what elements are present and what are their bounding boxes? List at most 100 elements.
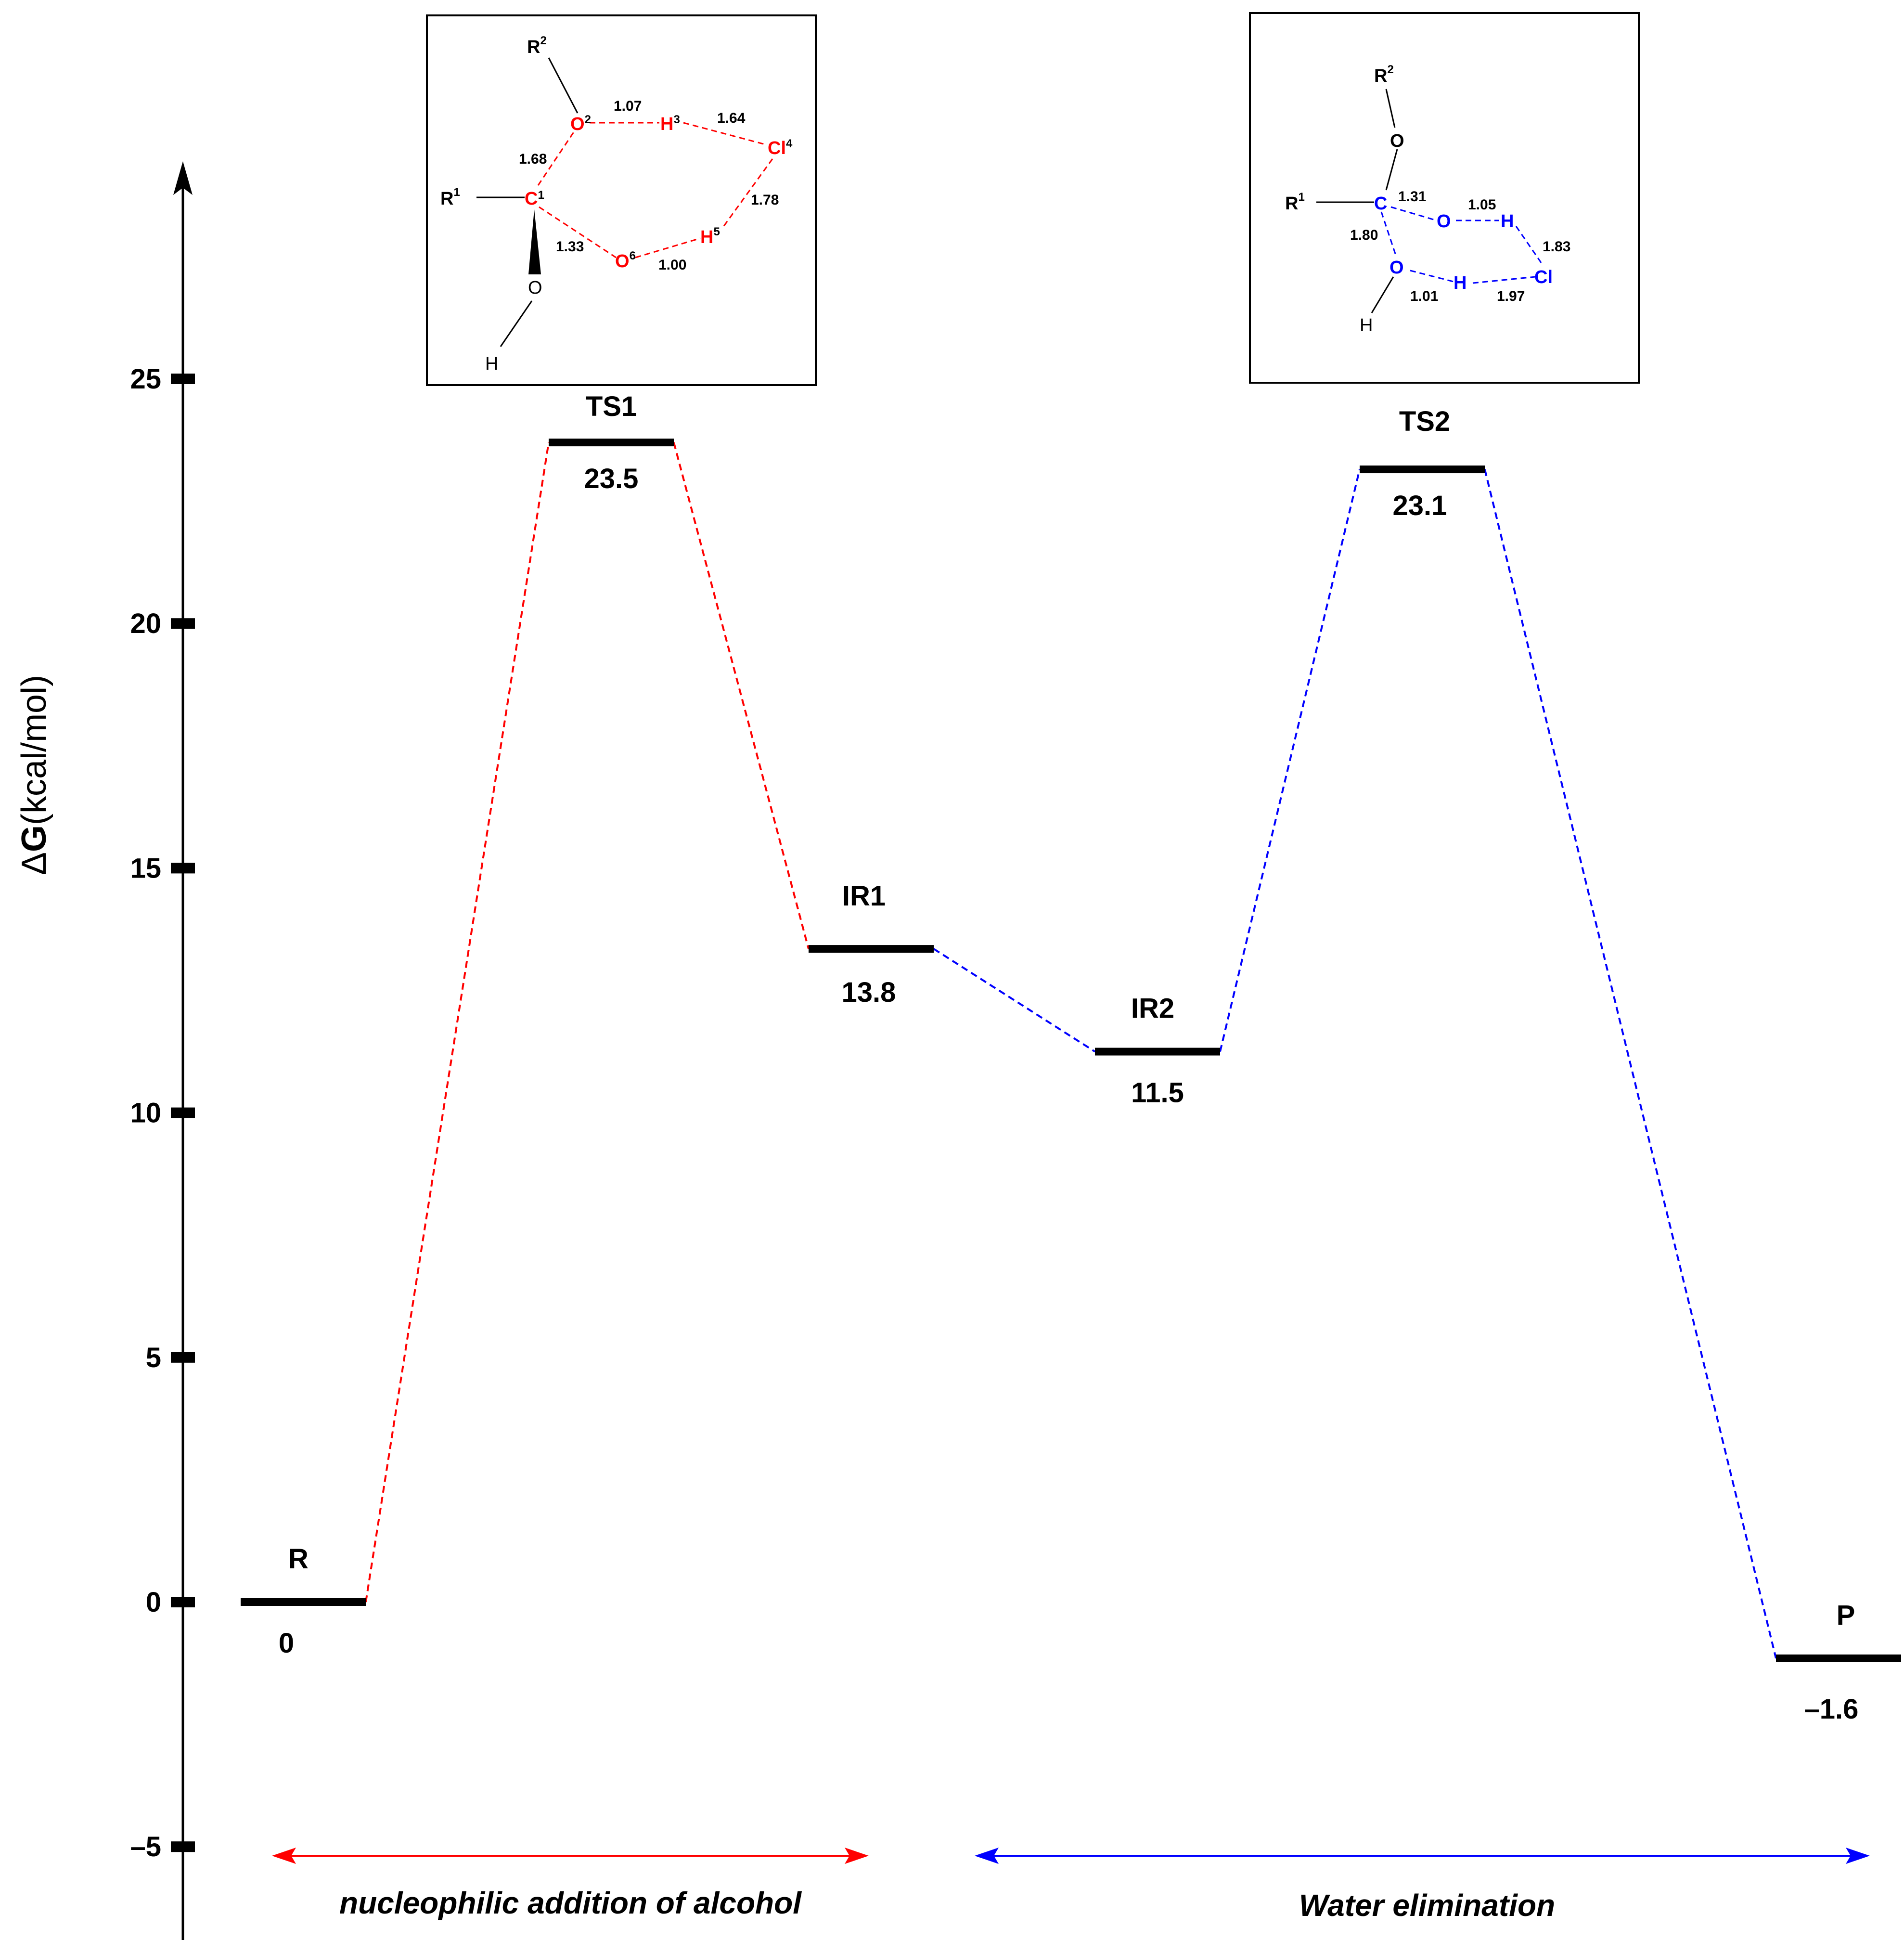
y-tick-mark [171, 1841, 195, 1852]
level-ir1 [809, 945, 934, 953]
y-tick-mark [171, 374, 195, 384]
ts1-dash-c1-o2 [537, 129, 576, 186]
ts1-atom-o: O [528, 278, 542, 298]
ts1-distance-o6-h5: 1.00 [658, 257, 686, 273]
phase-arrow-elimination-right-head [1846, 1848, 1870, 1864]
ts1-dash-c1-o6 [539, 206, 617, 259]
level-p [1776, 1654, 1901, 1662]
y-axis-label: ΔG(kcal/mol) [15, 675, 53, 875]
ts1-structure-inset: R2 O2 H3 Cl4 R1 C1 H5 O6 O H 1.07 1.64 1… [426, 14, 817, 386]
state-name-p: P [1837, 1600, 1855, 1631]
phase-arrow-addition: nucleophilic addition of alcohol [272, 1848, 869, 1920]
connector-r-ts1 [365, 442, 550, 1603]
state-name-ir2: IR2 [1131, 993, 1174, 1024]
ts2-dash-h-mid-cl [1472, 276, 1536, 284]
state-value-ts1: 23.5 [584, 463, 639, 494]
ts1-atom-c1: C1 [525, 189, 544, 209]
ts2-distance-c-o-left: 1.80 [1350, 227, 1378, 243]
ts2-bond-o-c [1385, 149, 1398, 191]
ts1-dash-h3-cl4 [683, 122, 766, 145]
ts2-atom-r1: R1 [1285, 191, 1305, 214]
ts1-distance-cl4-h5: 1.78 [751, 192, 779, 208]
ts2-atom-h-bottom: H [1360, 315, 1373, 336]
energy-levels: R 0 TS1 23.5 IR1 13.8 IR2 11.5 TS2 23.1 P –1.6 [241, 391, 1901, 1725]
level-ts2 [1360, 466, 1485, 474]
phase-arrow-elimination-left-head [975, 1848, 999, 1864]
ts2-distance-o-h-right: 1.05 [1468, 197, 1496, 213]
ts2-dash-h-right-cl [1515, 226, 1544, 265]
y-tick-mark [171, 1107, 195, 1118]
ts1-bond-r2-o2 [548, 57, 579, 114]
ts1-atom-cl4: Cl4 [768, 137, 793, 158]
phase-arrow-addition-left-head [272, 1848, 296, 1864]
y-tick-label: 10 [130, 1098, 161, 1129]
y-axis-arrowhead [173, 161, 193, 195]
ts1-distance-c1-o6: 1.33 [556, 239, 584, 255]
ts2-atom-o-left: O [1389, 258, 1404, 278]
ts1-wedge-bond-c1-o [528, 209, 541, 274]
ts2-atom-c: C [1374, 194, 1387, 214]
ts1-distance-o2-h3: 1.07 [614, 98, 642, 114]
ts2-distance-o-left-h-mid: 1.01 [1410, 288, 1438, 304]
ts2-bond-r2-o [1385, 89, 1396, 128]
connector-ts1-ir1 [673, 442, 810, 949]
ts2-atom-cl: Cl [1534, 267, 1553, 287]
ts1-dash-cl4-h5 [721, 158, 773, 229]
ts1-atom-o6: O6 [615, 249, 636, 272]
phase-label-elimination: Water elimination [1299, 1888, 1555, 1923]
state-value-r: 0 [279, 1628, 294, 1659]
ts1-bond-o-h [500, 300, 533, 347]
ts1-atom-h: H [485, 354, 498, 374]
phase-arrow-addition-right-head [845, 1848, 869, 1864]
y-tick-label: 5 [146, 1342, 161, 1373]
level-r [241, 1598, 366, 1606]
ts1-structure-frame [426, 14, 817, 386]
y-tick-mark [171, 1597, 195, 1607]
connector-ir1-ir2 [933, 948, 1096, 1053]
ts2-atom-o-top: O [1390, 131, 1404, 151]
level-ts1 [549, 439, 674, 447]
y-tick-label: 20 [130, 608, 161, 639]
ts2-atom-r2: R2 [1374, 63, 1394, 86]
phase-label-addition: nucleophilic addition of alcohol [339, 1886, 802, 1920]
ts2-bond-o-h-bottom [1371, 276, 1394, 313]
energy-connectors [365, 442, 1777, 1659]
ts1-atom-h3: H3 [660, 113, 680, 134]
ts2-atom-h-right: H [1501, 211, 1514, 232]
connector-ir2-ts2 [1219, 469, 1361, 1052]
y-tick-label: –5 [130, 1831, 161, 1862]
state-name-ts1: TS1 [586, 391, 637, 422]
connector-ts2-p [1484, 469, 1777, 1659]
state-name-ts2: TS2 [1399, 406, 1450, 437]
y-tick-mark [171, 863, 195, 874]
state-value-p: –1.6 [1804, 1694, 1859, 1725]
state-value-ts2: 23.1 [1393, 490, 1447, 521]
ts2-structure-frame [1249, 12, 1640, 384]
ts1-distance-h3-cl4: 1.64 [717, 110, 746, 126]
y-axis: 25 20 15 10 5 0 –5 [130, 161, 195, 1940]
ts2-dash-c-o-left [1380, 211, 1397, 256]
ts1-atom-r1: R1 [440, 186, 460, 209]
y-tick-label: 25 [130, 363, 161, 395]
state-value-ir1: 13.8 [842, 977, 896, 1008]
ts2-atom-o-right: O [1437, 211, 1451, 232]
ts1-dash-o6-h5 [635, 237, 701, 259]
state-name-ir1: IR1 [842, 880, 886, 912]
ts2-dash-o-left-h-mid [1410, 270, 1454, 283]
y-tick-label: 15 [130, 853, 161, 884]
y-tick-mark [171, 1352, 195, 1363]
ts2-structure-inset: R2 O R1 C O H O H Cl H 1.31 1.05 1.80 1.… [1249, 12, 1640, 384]
y-tick-mark [171, 618, 195, 629]
state-value-ir2: 11.5 [1131, 1077, 1184, 1109]
ts2-distance-h-right-cl: 1.83 [1543, 239, 1570, 255]
phase-arrow-elimination: Water elimination [975, 1848, 1870, 1923]
ts1-distance-c1-o2: 1.68 [519, 151, 547, 167]
ts1-atom-h5: H5 [700, 225, 720, 247]
ts2-distance-c-o-right: 1.31 [1398, 189, 1426, 205]
ts2-atom-h-mid: H [1454, 273, 1467, 293]
y-tick-label: 0 [146, 1587, 161, 1618]
ts2-dash-c-o-right [1390, 206, 1437, 221]
ts1-atom-r2: R2 [527, 34, 547, 57]
y-axis-ticks: 25 20 15 10 5 0 –5 [130, 363, 195, 1862]
